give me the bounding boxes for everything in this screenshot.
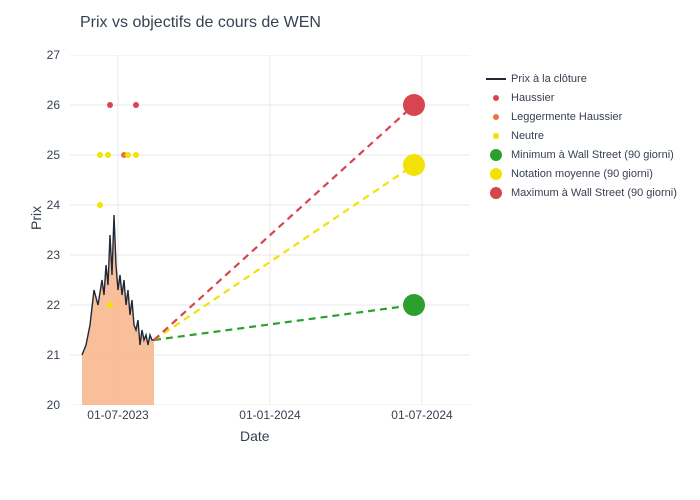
rating-dot xyxy=(125,152,131,158)
y-tick-label: 24 xyxy=(30,198,60,212)
y-tick-label: 20 xyxy=(30,398,60,412)
rating-dot xyxy=(105,152,111,158)
legend-item: Leggermente Haussier xyxy=(485,108,677,126)
y-tick-label: 26 xyxy=(30,98,60,112)
legend-item: Minimum à Wall Street (90 giorni) xyxy=(485,146,677,164)
legend-item: Prix à la clôture xyxy=(485,70,677,88)
target-min-line xyxy=(154,305,414,340)
y-tick-label: 23 xyxy=(30,248,60,262)
target-avg-dot xyxy=(403,154,425,176)
legend-item: Neutre xyxy=(485,127,677,145)
legend-label: Neutre xyxy=(511,130,544,142)
rating-dot xyxy=(107,102,113,108)
y-tick-label: 22 xyxy=(30,298,60,312)
y-tick-label: 25 xyxy=(30,148,60,162)
x-axis-label: Date xyxy=(240,428,270,444)
legend-label: Leggermente Haussier xyxy=(511,111,622,123)
legend-item: Notation moyenne (90 giorni) xyxy=(485,165,677,183)
rating-dot xyxy=(133,102,139,108)
rating-dot xyxy=(133,152,139,158)
x-tick-label: 01-01-2024 xyxy=(239,408,300,422)
legend-item: Maximum à Wall Street (90 giorni) xyxy=(485,184,677,202)
x-tick-label: 01-07-2024 xyxy=(391,408,452,422)
legend-label: Notation moyenne (90 giorni) xyxy=(511,168,653,180)
chart-title: Prix vs objectifs de cours de WEN xyxy=(80,14,321,32)
y-tick-label: 27 xyxy=(30,48,60,62)
target-max-dot xyxy=(403,94,425,116)
target-min-dot xyxy=(403,294,425,316)
target-avg-line xyxy=(154,165,414,340)
y-tick-label: 21 xyxy=(30,348,60,362)
legend-label: Prix à la clôture xyxy=(511,73,587,85)
legend-item: Haussier xyxy=(485,89,677,107)
legend-label: Haussier xyxy=(511,92,554,104)
x-tick-label: 01-07-2023 xyxy=(87,408,148,422)
legend-label: Minimum à Wall Street (90 giorni) xyxy=(511,149,674,161)
rating-dot xyxy=(107,302,113,308)
chart-plot-area xyxy=(70,55,470,405)
legend-label: Maximum à Wall Street (90 giorni) xyxy=(511,187,677,199)
rating-dot xyxy=(97,202,103,208)
legend: Prix à la clôture Haussier Leggermente Hau… xyxy=(485,70,677,203)
rating-dot xyxy=(97,152,103,158)
